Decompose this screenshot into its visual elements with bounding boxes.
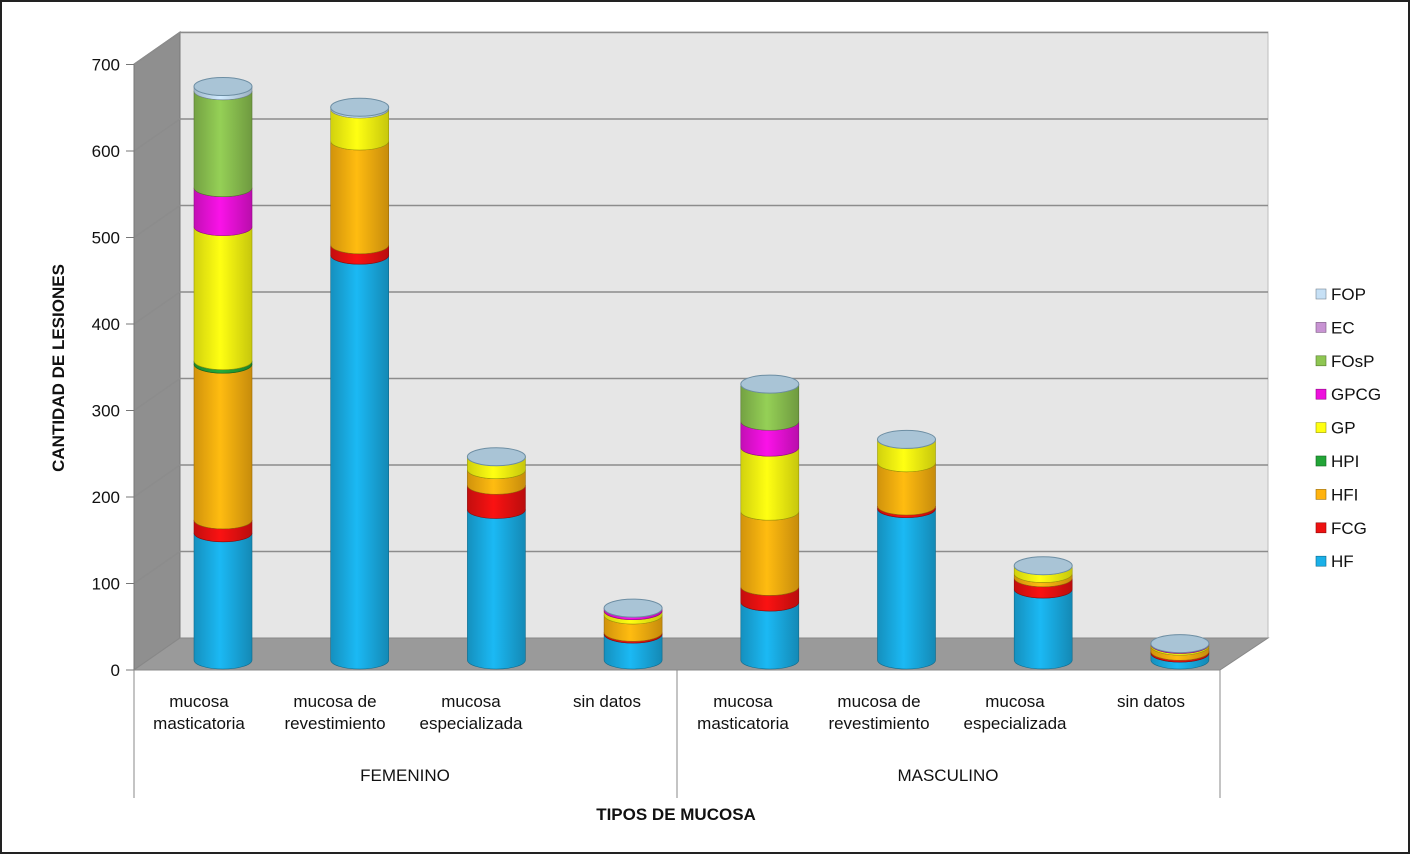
bar-top-cap — [466, 447, 526, 467]
bar-segment-fosp — [193, 90, 253, 197]
x-axis: mucosa masticatoria mucosa de revestimiento… — [133, 669, 1221, 798]
legend-label: FOP — [1331, 285, 1366, 304]
bar-top-cap — [740, 374, 800, 394]
legend-label: EC — [1331, 318, 1355, 337]
gridline — [133, 291, 1268, 325]
y-tick-label: 400 — [92, 315, 120, 334]
x-category-label: especializada — [963, 714, 1067, 733]
legend-swatch-ec — [1315, 322, 1327, 333]
bar-stack — [1150, 634, 1210, 670]
x-category-label: mucosa — [713, 692, 773, 711]
legend-label: GPCG — [1331, 385, 1381, 404]
x-category-label: sin datos — [1117, 692, 1185, 711]
x-category-label: mucosa — [985, 692, 1045, 711]
bar-segment-hfi — [193, 364, 253, 530]
x-category-label: masticatoria — [153, 714, 245, 733]
y-axis-title: CANTIDAD DE LESIONES — [49, 264, 68, 472]
x-category-label: mucosa de — [293, 692, 376, 711]
legend-swatch-gp — [1315, 422, 1327, 433]
y-tick-label: 200 — [92, 488, 120, 507]
bar-top-cap — [330, 97, 390, 117]
legend-swatch-hf — [1315, 555, 1327, 567]
x-category-label: mucosa de — [837, 692, 920, 711]
gridline — [133, 118, 1268, 152]
bar-segment-hfi — [330, 140, 389, 255]
gridline — [133, 377, 1268, 412]
bar-segment-hf — [330, 255, 389, 670]
legend-swatch-fcg — [1315, 522, 1327, 534]
side-wall — [133, 31, 181, 671]
bar-top-cap — [1013, 556, 1073, 576]
legend-label: GP — [1331, 419, 1356, 438]
legend-label: HPI — [1331, 452, 1359, 471]
bar-stack — [877, 429, 936, 670]
chart-walls — [132, 31, 1270, 671]
gridline — [133, 204, 1268, 239]
legend-label: FOsP — [1331, 352, 1374, 371]
x-category-label: mucosa — [169, 692, 229, 711]
bar-segment-hf — [1013, 589, 1073, 670]
bar-segment-hf — [467, 509, 526, 670]
x-category-label: revestimiento — [828, 714, 929, 733]
legend-label: HFI — [1331, 485, 1358, 504]
floor — [132, 637, 1270, 671]
x-group-label: FEMENINO — [360, 766, 450, 785]
bar-stack — [193, 77, 253, 670]
y-tick-label: 0 — [111, 661, 120, 680]
bar-top-cap — [603, 598, 663, 618]
legend-label: FCG — [1331, 519, 1367, 538]
bar-top-cap — [877, 429, 936, 449]
bar-stack — [330, 97, 390, 670]
bar-top-cap — [193, 77, 253, 97]
y-tick-label: 600 — [92, 142, 120, 161]
x-category-label: especializada — [419, 714, 523, 733]
x-category-label: revestimiento — [284, 714, 385, 733]
x-axis-title: TIPOS DE MUCOSA — [596, 805, 756, 824]
bar-segment-gp — [193, 226, 253, 370]
legend-label: HF — [1331, 552, 1354, 571]
legend-swatch-fosp — [1315, 355, 1327, 367]
bar-segment-gp — [740, 447, 800, 521]
bar-stack — [603, 598, 663, 670]
legend: FOP EC FOsP GPCG GP HPI HFI FCG HF — [1315, 285, 1381, 571]
bar-segment-hf — [877, 508, 936, 670]
gridline — [133, 31, 1268, 66]
y-tick-label: 100 — [92, 575, 120, 594]
x-category-label: mucosa — [441, 692, 501, 711]
y-tick-label: 500 — [92, 229, 120, 248]
bar-segment-hf — [193, 532, 253, 670]
legend-swatch-fop — [1315, 288, 1327, 300]
legend-swatch-gpcg — [1315, 388, 1327, 400]
bars — [193, 77, 1210, 670]
bar-segment-hfi — [740, 511, 800, 596]
x-category-label: sin datos — [573, 692, 641, 711]
bar-stack — [466, 447, 526, 670]
bar-top-cap — [1150, 634, 1210, 654]
legend-swatch-hfi — [1315, 489, 1327, 500]
y-axis-ticks: 0 100 200 300 400 500 600 700 — [92, 56, 135, 680]
bar-stack — [740, 374, 800, 670]
y-tick-label: 300 — [92, 402, 120, 421]
x-group-label: MASCULINO — [897, 766, 998, 785]
x-category-label: masticatoria — [697, 714, 789, 733]
legend-swatch-hpi — [1315, 455, 1327, 467]
bar-stack — [1013, 556, 1073, 670]
y-tick-label: 700 — [92, 56, 120, 75]
bar-segment-hf — [740, 602, 800, 670]
